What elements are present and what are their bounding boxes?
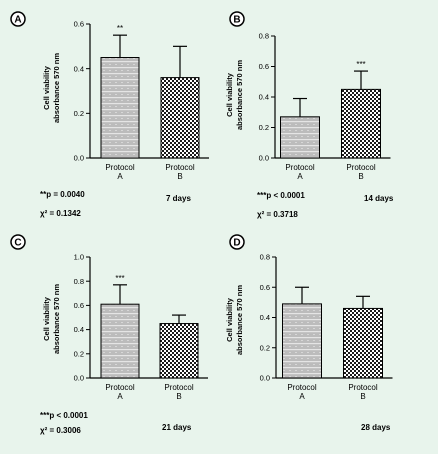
y-tick-label: 0.4	[74, 325, 84, 334]
y-tick-label: 0.4	[74, 64, 84, 73]
category-label-line1: Protocol	[105, 163, 135, 172]
bar-protocol-a	[282, 303, 322, 379]
panel-b: B Cell viability absorbance 570 nm 0.0 0.…	[225, 11, 394, 219]
significance-mark: **	[117, 24, 123, 33]
y-tick-label: 0.0	[260, 374, 270, 383]
bar-protocol-a	[100, 303, 140, 379]
category-label-line2: A	[299, 392, 305, 401]
y-tick-label: 0.6	[74, 20, 84, 29]
panel-d: D Cell viability absorbance 570 nm 0.0 0.…	[225, 234, 393, 432]
panel-badge: A	[10, 11, 26, 27]
ylabel-line1: Cell viability	[42, 65, 51, 110]
ylabel-line2: absorbance 570 nm	[235, 285, 244, 355]
y-tick-label: 0.6	[260, 283, 270, 292]
category-label-line1: Protocol	[165, 163, 195, 172]
panel-letter: B	[233, 15, 240, 26]
category-label-line1: Protocol	[346, 163, 376, 172]
panel-c: C Cell viability absorbance 570 nm 0.0 0.…	[10, 234, 208, 435]
stat-p: ***p < 0.0001	[257, 191, 305, 200]
y-tick-label: 0.6	[259, 62, 269, 71]
category-label-line2: B	[360, 392, 365, 401]
y-tick-label: 0.6	[74, 301, 84, 310]
stat-p: ***p < 0.0001	[40, 411, 88, 420]
days-label: 14 days	[364, 194, 394, 203]
days-label: 7 days	[166, 194, 191, 203]
category-label-line2: A	[297, 172, 303, 181]
category-label-line1: Protocol	[105, 383, 135, 392]
y-tick-label: 0.0	[74, 154, 84, 163]
stat-chi: χ² = 0.3006	[40, 426, 81, 435]
y-tick-label: 0.0	[74, 374, 84, 383]
y-tick-label: 0.2	[260, 343, 270, 352]
ylabel: Cell viability absorbance 570 nm	[225, 285, 244, 355]
panel-letter: C	[14, 238, 21, 249]
bar-protocol-b	[341, 88, 381, 159]
ylabel: Cell viability absorbance 570 nm	[225, 60, 244, 130]
category-label-line1: Protocol	[287, 383, 317, 392]
days-label: 28 days	[361, 423, 391, 432]
bar-protocol-b	[343, 307, 383, 379]
stat-p: **p = 0.0040	[40, 190, 85, 199]
y-tick-label: 0.0	[259, 154, 269, 163]
ylabel: Cell viability absorbance 570 nm	[42, 284, 61, 354]
significance-mark: ***	[356, 60, 365, 69]
ylabel-line2: absorbance 570 nm	[52, 284, 61, 354]
days-label: 21 days	[162, 423, 192, 432]
category-label-line2: B	[177, 172, 182, 181]
y-tick-label: 0.2	[74, 109, 84, 118]
ylabel-line2: absorbance 570 nm	[235, 60, 244, 130]
y-tick-label: 0.4	[260, 313, 270, 322]
significance-mark: ***	[115, 274, 124, 283]
panel-letter: A	[14, 15, 21, 26]
panel-letter: D	[233, 238, 240, 249]
category-label-line1: Protocol	[285, 163, 315, 172]
bar-protocol-a	[100, 57, 140, 159]
category-label-line2: A	[117, 392, 123, 401]
panel-badge: B	[229, 11, 245, 27]
stat-chi: χ² = 0.3718	[257, 210, 298, 219]
y-tick-label: 0.4	[259, 93, 269, 102]
panel-a: A Cell viability absorbance 570 nm 0.0 0.…	[10, 11, 209, 218]
y-tick-label: 0.2	[259, 123, 269, 132]
y-tick-label: 0.8	[74, 277, 84, 286]
stat-chi: χ² = 0.1342	[40, 209, 81, 218]
ylabel-line1: Cell viability	[225, 72, 234, 117]
y-tick-label: 1.0	[74, 253, 84, 262]
ylabel: Cell viability absorbance 570 nm	[42, 53, 61, 123]
ylabel-line1: Cell viability	[42, 296, 51, 341]
y-tick-label: 0.8	[259, 32, 269, 41]
ylabel-line2: absorbance 570 nm	[52, 53, 61, 123]
bar-protocol-b	[159, 323, 199, 379]
category-label-line1: Protocol	[164, 383, 194, 392]
ylabel-line1: Cell viability	[225, 297, 234, 342]
panel-badge: D	[229, 234, 245, 250]
y-tick-label: 0.8	[260, 253, 270, 262]
panel-badge: C	[10, 234, 26, 250]
bar-protocol-b	[160, 77, 200, 159]
category-label-line2: A	[117, 172, 123, 181]
bar-protocol-a	[280, 116, 320, 159]
y-tick-label: 0.2	[74, 349, 84, 358]
category-label-line2: B	[176, 392, 181, 401]
category-label-line1: Protocol	[348, 383, 378, 392]
category-label-line2: B	[358, 172, 363, 181]
